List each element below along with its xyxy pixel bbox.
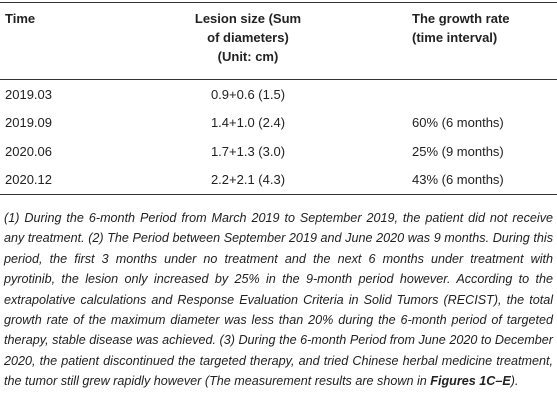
table-cell: 0.9+0.6 (1.5): [159, 80, 337, 109]
header-text: (time interval): [412, 30, 498, 45]
cell-text: 43% (6 months): [412, 172, 504, 188]
table-row: 2020.12 2.2+2.1 (4.3) 43% (6 months): [0, 165, 557, 195]
header-row: Time Lesion size (Sum of diameters) (Unit: …: [0, 2, 557, 80]
footnote-figure-ref: Figures 1C–E: [430, 374, 511, 389]
table-cell: 60% (6 months): [337, 109, 557, 138]
cell-text: 2019.03: [5, 86, 52, 102]
table-cell: 43% (6 months): [337, 165, 557, 195]
cell-text: 2019.09: [5, 115, 52, 131]
footnote-text: ).: [510, 374, 519, 389]
header-cell: The growth rate (time interval): [337, 2, 557, 80]
header-text: of diameters): [207, 30, 289, 45]
table-cell: 2.2+2.1 (4.3): [159, 165, 337, 195]
cell-text: 60% (6 months): [412, 115, 504, 131]
cell-text: 0.9+0.6 (1.5): [210, 86, 286, 102]
table-cell: 1.4+1.0 (2.4): [159, 109, 337, 138]
table-row: 2020.06 1.7+1.3 (3.0) 25% (9 months): [0, 137, 557, 166]
header-text: (Unit: cm): [217, 49, 279, 64]
table-cell: 2020.12: [0, 165, 159, 195]
data-table: Time Lesion size (Sum of diameters) (Unit: …: [0, 2, 557, 195]
table-row: 2019.03 0.9+0.6 (1.5): [0, 80, 557, 109]
cell-text: 2020.06: [5, 143, 52, 159]
table-cell: 25% (9 months): [337, 137, 557, 166]
table-cell: 2019.09: [0, 109, 159, 138]
table-cell: 2020.06: [0, 137, 159, 166]
header-text: The growth rate: [412, 11, 510, 26]
header-cell: Lesion size (Sum of diameters) (Unit: cm): [159, 2, 337, 80]
table-row: 2019.09 1.4+1.0 (2.4) 60% (6 months): [0, 109, 557, 138]
cell-text: 1.7+1.3 (3.0): [210, 143, 286, 159]
footnote-text: (1) During the 6-month Period from March…: [4, 211, 553, 389]
table-body: 2019.03 0.9+0.6 (1.5) 2019.09 1.4+1.0 (2.4)…: [0, 80, 557, 195]
cell-text: 2020.12: [5, 172, 52, 188]
header-cell: Time: [0, 2, 159, 80]
footnote: (1) During the 6-month Period from March…: [4, 208, 553, 392]
cell-text: 1.4+1.0 (2.4): [210, 115, 286, 131]
cell-text: 25% (9 months): [412, 143, 504, 159]
table-cell: [337, 80, 557, 109]
table-cell: 1.7+1.3 (3.0): [159, 137, 337, 166]
header-text: Lesion size (Sum: [194, 11, 302, 26]
header-text: Time: [5, 11, 36, 26]
cell-text: 2.2+2.1 (4.3): [210, 172, 286, 188]
table-cell: 2019.03: [0, 80, 159, 109]
